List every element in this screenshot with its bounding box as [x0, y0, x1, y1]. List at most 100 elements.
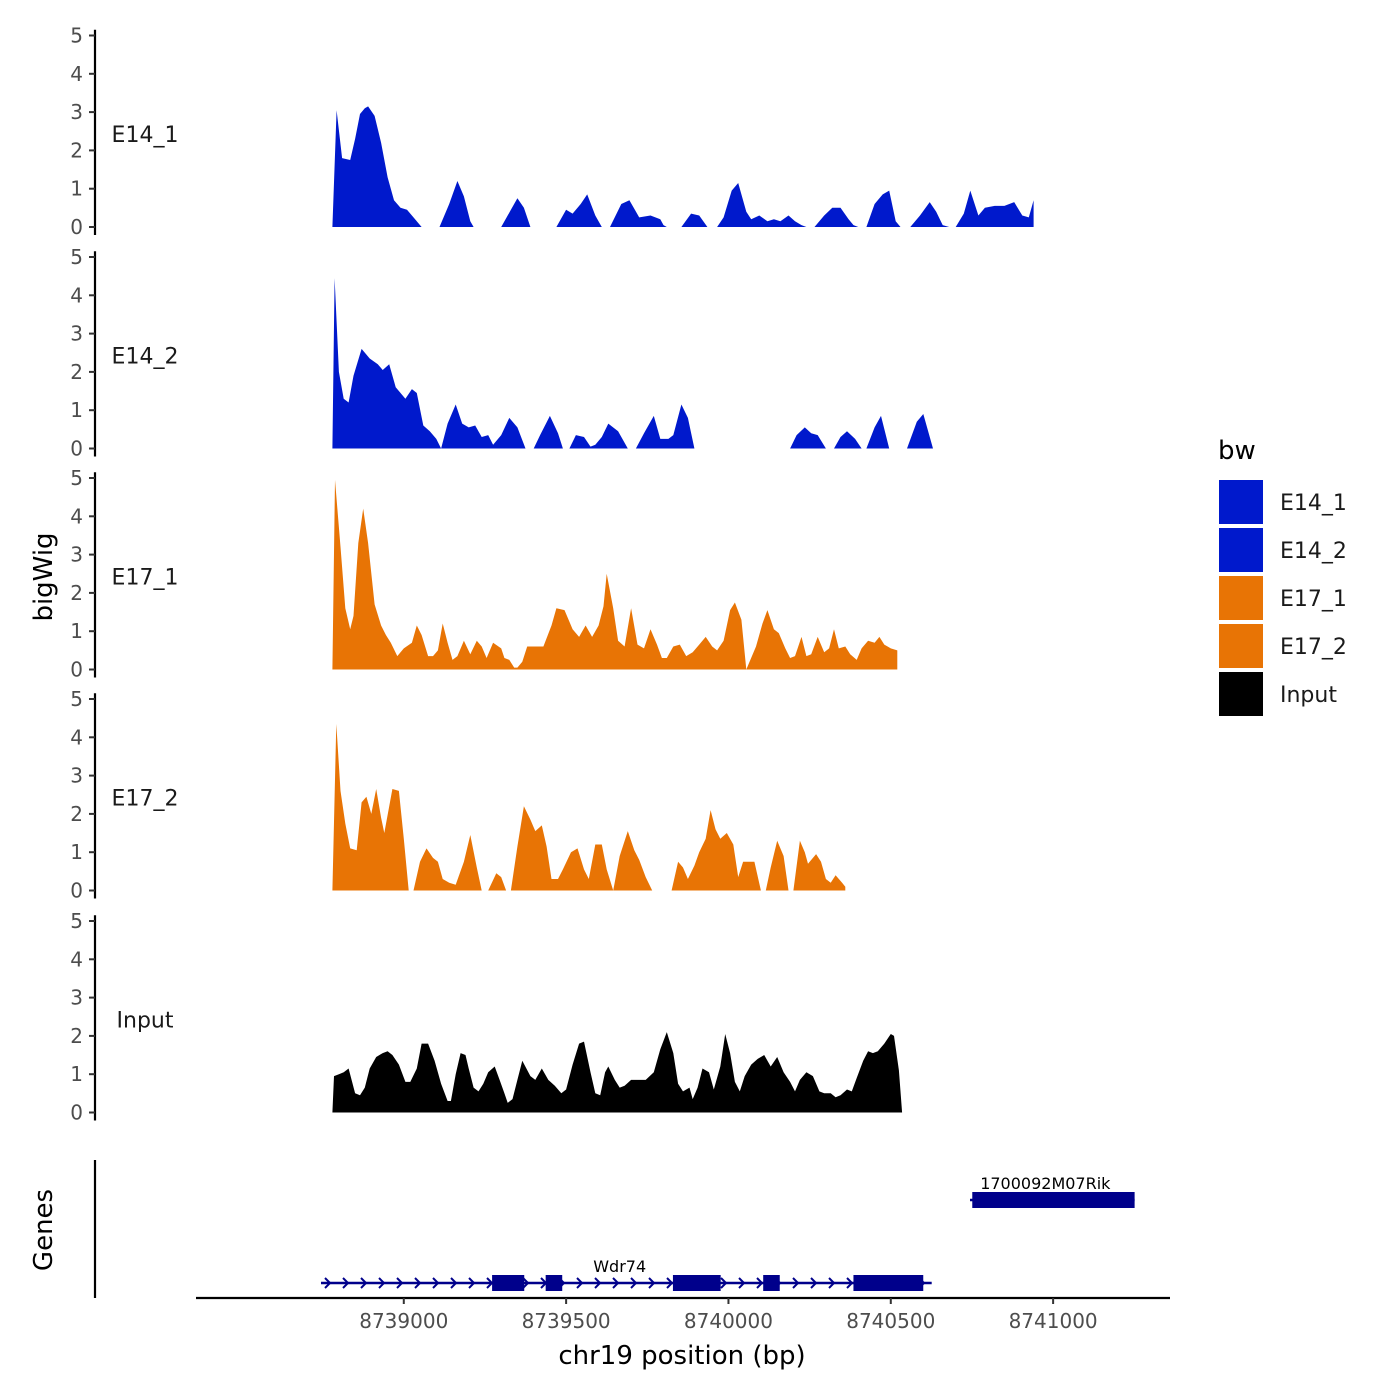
strand-arrow — [648, 1277, 656, 1289]
track-input: 0 1 2 3 4 5 Input — [70, 909, 903, 1125]
strand-arrow — [378, 1277, 386, 1289]
gene-1700092m07rik: 1700092M07Rik — [970, 1174, 1135, 1208]
y-tick-label: 5 — [70, 24, 83, 48]
y-tick-label: 0 — [70, 658, 83, 682]
y-tick-label: 0 — [70, 1101, 83, 1125]
track-label: E17_1 — [112, 566, 179, 591]
strand-arrow — [720, 1277, 728, 1289]
y-tick-label: 4 — [70, 725, 83, 749]
strand-arrow — [468, 1277, 476, 1289]
strand-arrow — [594, 1277, 602, 1289]
y-tick-label: 2 — [70, 138, 83, 162]
legend-swatch — [1219, 480, 1263, 524]
strand-arrow — [360, 1277, 368, 1289]
gene-name-label: Wdr74 — [593, 1257, 646, 1276]
legend-item-e14-1: E14_1 — [1219, 480, 1347, 524]
strand-arrow — [792, 1277, 800, 1289]
y-tick-label: 1 — [70, 619, 83, 643]
legend-item-e14-2: E14_2 — [1219, 528, 1347, 572]
y-tick-label: 4 — [70, 947, 83, 971]
track-e17-2: 0 1 2 3 4 5 E17_2 — [70, 687, 846, 903]
legend-label: E17_2 — [1280, 635, 1347, 660]
legend-item-e17-1: E17_1 — [1219, 576, 1347, 620]
y-tick-label: 2 — [70, 802, 83, 826]
x-tick-label: 8741000 — [1009, 1309, 1098, 1333]
legend-label: Input — [1280, 683, 1337, 708]
strand-arrow — [576, 1277, 584, 1289]
legend-swatch — [1219, 624, 1263, 668]
legend-swatch — [1219, 672, 1263, 716]
legend-label: E17_1 — [1280, 587, 1347, 612]
y-tick-label: 4 — [70, 283, 83, 307]
y-tick-label: 5 — [70, 466, 83, 490]
y-tick-label: 4 — [70, 504, 83, 528]
strand-arrow — [450, 1277, 458, 1289]
y-tick-label: 0 — [70, 879, 83, 903]
gene-name-label: 1700092M07Rik — [980, 1174, 1111, 1193]
y-tick-label: 3 — [70, 764, 83, 788]
exon — [853, 1275, 924, 1291]
coverage-area — [332, 106, 1034, 227]
coverage-area — [332, 723, 846, 891]
coverage-tracks: 0 1 2 3 4 5 E14_1 0 1 2 3 4 5 E14_2 0 1 2 3 4 5 E17_1 0 1 2 3 4 5 E… — [70, 24, 1034, 1125]
x-tick-label: 8740500 — [846, 1309, 935, 1333]
legend-title: bw — [1218, 436, 1256, 466]
y-tick-label: 5 — [70, 245, 83, 269]
y-tick-label: 1 — [70, 398, 83, 422]
track-label: E17_2 — [112, 787, 179, 812]
coverage-area — [332, 1032, 903, 1113]
strand-arrow — [486, 1277, 494, 1289]
legend-label: E14_2 — [1280, 539, 1347, 564]
legend-swatch — [1219, 528, 1263, 572]
legend: bw E14_1 E14_2 E17_1 E17_2 Input — [1218, 436, 1347, 716]
y-tick-label: 2 — [70, 581, 83, 605]
coverage-area — [332, 278, 933, 449]
strand-arrow — [612, 1277, 620, 1289]
gene-wdr74: Wdr74 — [320, 1257, 932, 1291]
y-tick-label: 0 — [70, 215, 83, 239]
y-tick-label: 5 — [70, 687, 83, 711]
exon — [972, 1192, 1135, 1208]
y-tick-label: 4 — [70, 62, 83, 86]
strand-arrow — [630, 1277, 638, 1289]
y-tick-label: 2 — [70, 1024, 83, 1048]
track-label: E14_2 — [112, 345, 179, 370]
y-tick-label: 3 — [70, 986, 83, 1010]
x-tick-label: 8739000 — [359, 1309, 448, 1333]
x-axis: 8739000 8739500 8740000 8740500 8741000 — [196, 1296, 1170, 1333]
y-axis-title: bigWig — [29, 532, 59, 621]
strand-arrow — [756, 1277, 764, 1289]
strand-arrow — [810, 1277, 818, 1289]
x-tick-label: 8740000 — [684, 1309, 773, 1333]
track-e14-1: 0 1 2 3 4 5 E14_1 — [70, 24, 1034, 239]
strand-arrow — [666, 1277, 674, 1289]
track-e14-2: 0 1 2 3 4 5 E14_2 — [70, 245, 933, 461]
genes-axis-title: Genes — [29, 1189, 59, 1271]
strand-arrow — [396, 1277, 404, 1289]
strand-arrow — [738, 1277, 746, 1289]
exon — [672, 1275, 721, 1291]
strand-arrow — [342, 1277, 350, 1289]
y-tick-label: 0 — [70, 437, 83, 461]
coverage-area — [332, 479, 898, 670]
exon — [763, 1275, 780, 1291]
x-tick-label: 8739500 — [522, 1309, 611, 1333]
strand-arrow — [324, 1277, 332, 1289]
legend-item-input: Input — [1219, 672, 1337, 716]
exon — [545, 1275, 563, 1291]
y-tick-label: 3 — [70, 322, 83, 346]
y-tick-label: 5 — [70, 909, 83, 933]
y-tick-label: 1 — [70, 1062, 83, 1086]
strand-arrow — [414, 1277, 422, 1289]
legend-swatch — [1219, 576, 1263, 620]
y-tick-label: 3 — [70, 543, 83, 567]
strand-arrow — [432, 1277, 440, 1289]
legend-item-e17-2: E17_2 — [1219, 624, 1347, 668]
y-tick-label: 1 — [70, 177, 83, 201]
exon — [492, 1275, 525, 1291]
y-tick-label: 2 — [70, 360, 83, 384]
strand-arrow — [828, 1277, 836, 1289]
legend-label: E14_1 — [1280, 491, 1347, 516]
gene-annotation-track: Wdr74 1700092M07Rik — [93, 1160, 1135, 1298]
